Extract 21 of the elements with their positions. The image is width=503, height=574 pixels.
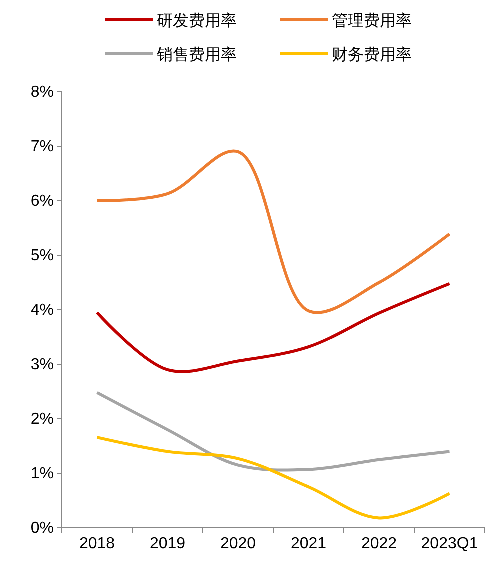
y-tick-label: 7% — [30, 138, 54, 156]
y-tick-label: 2% — [30, 411, 54, 428]
line-series — [96, 391, 452, 472]
y-tick-label: 4% — [30, 302, 54, 320]
x-tick-label: 2022 — [361, 536, 398, 553]
x-tick-label: 2021 — [290, 536, 327, 553]
y-tick-label: 6% — [30, 193, 54, 210]
x-tick-label: 2020 — [220, 536, 256, 553]
x-tick-label: 2019 — [150, 536, 186, 553]
y-tick-label: 0% — [30, 520, 54, 538]
line-series — [96, 436, 452, 520]
y-tick-label: 1% — [30, 466, 54, 483]
legend-label: 管理费用率 — [332, 11, 412, 30]
y-tick-label: 8% — [30, 84, 54, 102]
y-tick-label: 5% — [30, 248, 54, 265]
y-tick-label: 3% — [30, 356, 54, 374]
legend-label: 销售费用率 — [156, 45, 237, 64]
x-tick-label: 2023Q1 — [421, 536, 478, 553]
legend-label: 研发费用率 — [157, 11, 237, 30]
legend-label: 财务费用率 — [332, 45, 412, 64]
x-tick-label: 2018 — [79, 536, 116, 553]
